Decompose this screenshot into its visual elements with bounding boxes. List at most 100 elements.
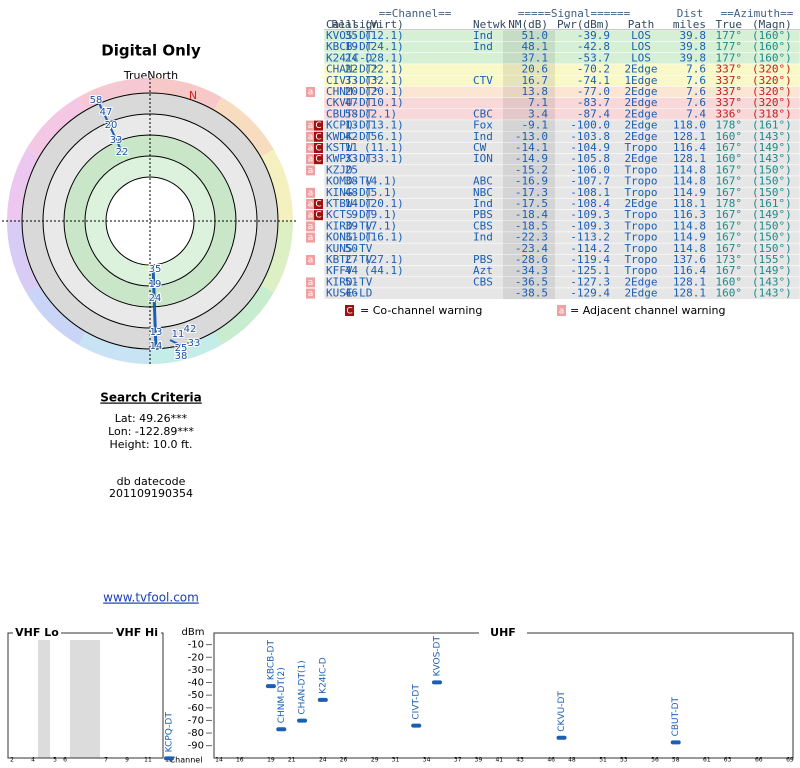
table-cell: 14 xyxy=(345,197,359,210)
table-cell: 167° xyxy=(716,186,743,199)
nm-column-shade xyxy=(503,120,555,132)
table-cell: 2Edge xyxy=(624,63,657,76)
search-line: Lat: 49.26*** xyxy=(115,412,188,425)
table-cell: KWPX-DT xyxy=(326,152,373,165)
table-cell: KCPQ-DT xyxy=(326,119,373,132)
warning-badge-label: a xyxy=(308,121,314,131)
table-cell: Tropo xyxy=(624,208,657,221)
table-cell: 160° xyxy=(716,152,743,165)
table-cell: KCTS-DT xyxy=(326,208,373,221)
warning-badge-label: a xyxy=(308,200,314,210)
nm-column-shade xyxy=(503,187,555,199)
table-cell: -109.3 xyxy=(570,208,610,221)
x-tick-label: 2 xyxy=(10,757,14,764)
table-cell: 160° xyxy=(716,130,743,143)
site-link[interactable]: www.tvfool.com xyxy=(103,591,199,605)
table-cell: 9 xyxy=(351,208,358,221)
table-cell: 48 xyxy=(345,186,358,199)
warning-badge xyxy=(306,255,315,265)
table-cell: (32.1) xyxy=(364,74,404,87)
x-tick-label: 58 xyxy=(672,757,680,764)
table-cell: 160° xyxy=(716,275,743,288)
table-cell: 3.4 xyxy=(528,107,548,120)
table-cell: (161°) xyxy=(752,197,792,210)
table-cell: 118.1 xyxy=(673,197,706,210)
table-cell: -34.3 xyxy=(515,264,548,277)
table-cell: 50 xyxy=(345,242,358,255)
table-cell: 167° xyxy=(716,242,743,255)
station-marker xyxy=(164,756,174,761)
table-cell: -106.0 xyxy=(570,163,610,176)
warning-badge xyxy=(306,154,315,165)
table-cell: 33 xyxy=(345,74,358,87)
legend-icon xyxy=(557,305,566,316)
table-cell: 167° xyxy=(716,163,743,176)
table-cell: 160° xyxy=(716,287,743,300)
table-cell: KWDK-DT xyxy=(326,130,373,143)
table-cell: -107.7 xyxy=(570,175,610,188)
table-cell: 177° xyxy=(716,40,743,53)
table-cell: 118.0 xyxy=(673,119,706,132)
spectrum-chart: VHF Lo VHF Hi UHF dBm -10-20 -30 -40-50 -60-70 -… xyxy=(7,626,794,765)
table-cell: -103.8 xyxy=(570,130,610,143)
table-cell: KIRO-TV xyxy=(326,219,373,232)
warning-badge xyxy=(306,131,315,142)
table-cell: 7.6 xyxy=(686,85,706,98)
column-header: (Magn) xyxy=(752,18,792,31)
table-cell: 337° xyxy=(716,74,743,87)
warning-badge-label: a xyxy=(308,278,314,288)
warning-badge-label: C xyxy=(315,144,321,154)
x-tick-label: 66 xyxy=(755,757,763,764)
table-cell: (56.1) xyxy=(364,130,404,143)
table-cell: 167° xyxy=(716,219,743,232)
table-cell: 1Edge xyxy=(624,74,657,87)
nm-column-shade xyxy=(503,41,555,53)
warning-badge-label: a xyxy=(308,211,314,221)
x-tick-label: 43 xyxy=(516,757,524,764)
table-cell: 7.6 xyxy=(686,96,706,109)
table-cell: -87.4 xyxy=(577,107,610,120)
table-cell: KIRO-TV xyxy=(326,275,373,288)
warning-badge xyxy=(306,221,315,232)
table-cell: (28.1) xyxy=(364,51,404,64)
warning-badge xyxy=(306,120,315,131)
polar-label: 20 xyxy=(105,120,118,131)
nm-column-shade xyxy=(503,220,555,232)
legend-icon xyxy=(345,305,354,316)
table-cell: -42.8 xyxy=(577,40,610,53)
table-cell: 167° xyxy=(716,141,743,154)
column-header: NM(dB) xyxy=(508,18,548,31)
x-tick-label: 31 xyxy=(392,757,400,764)
warning-badge-label: C xyxy=(315,200,321,210)
table-cell: Tropo xyxy=(624,242,657,255)
table-cell: (150°) xyxy=(752,242,792,255)
table-cell: 2Edge xyxy=(624,130,657,143)
table-cell: 44 xyxy=(345,264,359,277)
table-cell: -36.5 xyxy=(515,275,548,288)
panel-title: UHF xyxy=(490,626,516,639)
table-cell: Azt xyxy=(473,264,493,277)
panel-title-bg xyxy=(13,627,61,639)
table-cell: (7.1) xyxy=(364,219,397,232)
table-cell: 37.1 xyxy=(522,51,549,64)
warning-badge xyxy=(314,210,323,221)
panel-title: VHF Hi xyxy=(116,626,158,639)
warning-badge-label: C xyxy=(315,155,321,165)
table-cell: CBS xyxy=(473,219,493,232)
table-cell: PBS xyxy=(473,208,493,221)
table-cell: -119.4 xyxy=(570,253,610,266)
y-tick-label: -20 xyxy=(188,652,204,663)
table-cell: 128.1 xyxy=(673,130,706,143)
column-header: Pwr(dBm) xyxy=(557,18,610,31)
warning-badge-label: a xyxy=(308,155,314,165)
x-tick-label: 19 xyxy=(267,757,275,764)
station-label: CIVT-DT xyxy=(412,684,422,720)
station-label: KBCB-DT xyxy=(266,640,276,681)
warning-badge xyxy=(306,87,315,97)
warning-badge-label: a xyxy=(308,188,314,198)
table-cell: 114.8 xyxy=(673,242,706,255)
station-marker xyxy=(265,684,276,689)
table-cell: 137.6 xyxy=(673,253,706,266)
table-cell: -15.2 xyxy=(515,163,548,176)
